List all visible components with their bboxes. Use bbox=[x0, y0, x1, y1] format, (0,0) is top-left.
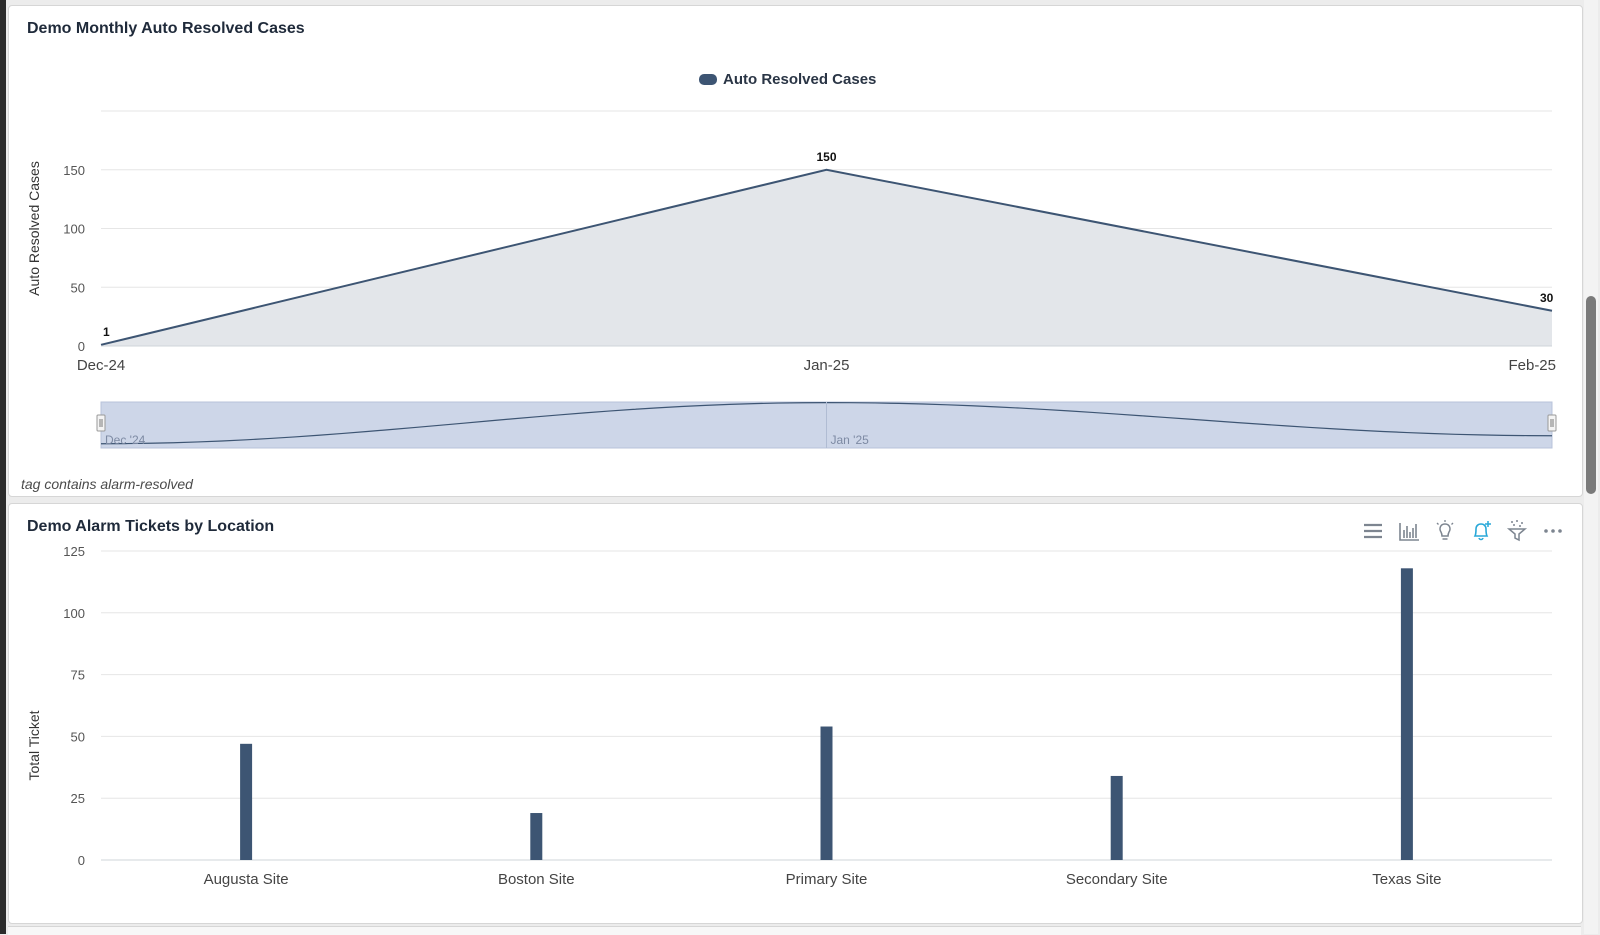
range-navigator: Dec '24 Jan '25 bbox=[96, 401, 1557, 449]
y-axis-label: Auto Resolved Cases bbox=[26, 161, 42, 296]
navigator-handle-right[interactable] bbox=[1547, 414, 1557, 432]
y-tick-label: 50 bbox=[71, 729, 85, 744]
y-tick-label: 100 bbox=[63, 606, 85, 621]
bell-plus-icon bbox=[1473, 521, 1491, 541]
legend-label: Auto Resolved Cases bbox=[723, 71, 876, 88]
more-icon bbox=[1544, 529, 1562, 533]
tickets-by-location-chart: 0 25 50 75 100 125 Total Ticket Augusta Site Bos… bbox=[26, 544, 1552, 888]
more-button[interactable] bbox=[1542, 520, 1564, 542]
data-label: 150 bbox=[816, 150, 836, 164]
series-area bbox=[101, 169, 1552, 346]
bar[interactable] bbox=[820, 726, 833, 860]
bell-plus-button[interactable] bbox=[1470, 520, 1492, 542]
data-label: 1 bbox=[103, 325, 110, 339]
window-edge bbox=[0, 0, 6, 934]
navigator-label: Jan '25 bbox=[831, 433, 870, 447]
x-tick-label: Primary Site bbox=[786, 871, 868, 888]
legend-swatch bbox=[699, 74, 717, 85]
lightbulb-icon bbox=[1436, 520, 1454, 540]
navigator-label: Dec '24 bbox=[105, 433, 146, 447]
chart-legend: Auto Resolved Cases bbox=[699, 71, 876, 88]
x-tick-label: Dec-24 bbox=[77, 357, 125, 374]
panel-toolbar bbox=[1362, 518, 1564, 544]
y-tick-label: 50 bbox=[71, 280, 85, 295]
data-label: 30 bbox=[1540, 291, 1554, 305]
x-tick-label: Boston Site bbox=[498, 871, 575, 888]
bar[interactable] bbox=[530, 813, 543, 860]
x-tick-label: Feb-25 bbox=[1508, 357, 1556, 374]
panel-title: Demo Monthly Auto Resolved Cases bbox=[27, 20, 305, 37]
y-tick-label: 0 bbox=[78, 339, 85, 354]
x-tick-label: Texas Site bbox=[1372, 871, 1441, 888]
scrollbar-thumb[interactable] bbox=[1586, 296, 1596, 494]
x-tick-label: Jan-25 bbox=[804, 357, 850, 374]
y-tick-label: 100 bbox=[63, 222, 85, 237]
navigator-handle-left[interactable] bbox=[96, 414, 106, 432]
series-line bbox=[100, 168, 1553, 346]
menu-button[interactable] bbox=[1362, 520, 1384, 542]
filter-sparkle-button[interactable] bbox=[1506, 520, 1528, 542]
auto-resolved-chart: Auto Resolved Cases 0 50 100 150 Auto Resolve… bbox=[26, 71, 1557, 449]
filter-footnote: tag contains alarm-resolved bbox=[21, 476, 193, 492]
scrollbar[interactable] bbox=[1584, 0, 1598, 934]
panel-title: Demo Alarm Tickets by Location bbox=[27, 518, 275, 535]
next-panel-edge bbox=[8, 926, 1581, 935]
y-tick-label: 25 bbox=[71, 791, 85, 806]
x-tick-label: Augusta Site bbox=[204, 871, 289, 888]
auto-resolved-panel: Demo Monthly Auto Resolved Cases Auto Re… bbox=[8, 5, 1583, 497]
bar-chart-button[interactable] bbox=[1398, 520, 1420, 542]
bar-chart-icon bbox=[1399, 523, 1419, 541]
bar[interactable] bbox=[1110, 775, 1123, 860]
menu-icon bbox=[1364, 523, 1382, 539]
bar[interactable] bbox=[1400, 568, 1413, 860]
y-axis-label: Total Ticket bbox=[26, 710, 42, 780]
y-tick-label: 75 bbox=[71, 668, 85, 683]
lightbulb-button[interactable] bbox=[1434, 520, 1456, 542]
bar[interactable] bbox=[240, 743, 253, 860]
y-tick-label: 125 bbox=[63, 544, 85, 559]
filter-sparkle-icon bbox=[1506, 520, 1528, 542]
y-tick-label: 150 bbox=[63, 163, 85, 178]
y-tick-label: 0 bbox=[78, 853, 85, 868]
tickets-by-location-panel: Demo Alarm Tickets by Location 0 25 50 75 10… bbox=[8, 503, 1583, 924]
x-tick-label: Secondary Site bbox=[1066, 871, 1168, 888]
